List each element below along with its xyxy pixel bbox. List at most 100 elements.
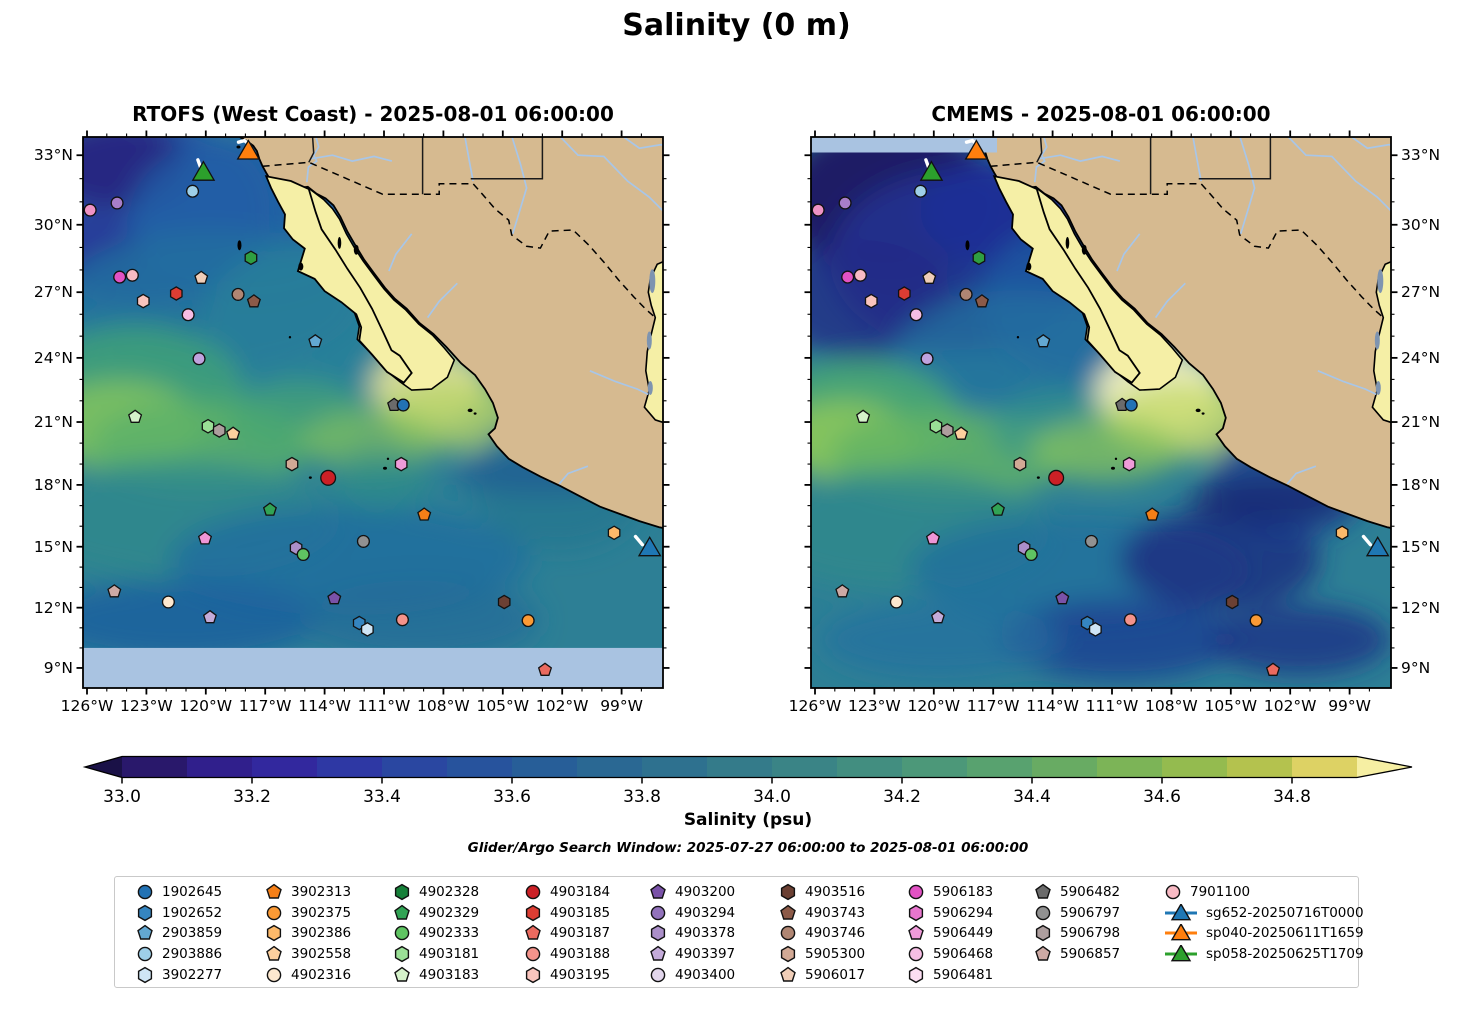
legend-label: 5906017 <box>805 966 866 983</box>
map-frame-rtofs <box>76 130 670 695</box>
argo-float-marker <box>128 409 143 423</box>
hexagon-marker-icon <box>266 925 282 942</box>
argo-float-marker <box>417 507 432 521</box>
argo-float-marker <box>185 184 200 198</box>
legend-label: 4903516 <box>805 884 866 900</box>
legend-item-float: 4903187 <box>524 924 610 942</box>
legend-label: 3902558 <box>291 946 352 963</box>
circle-marker-icon <box>1165 884 1181 900</box>
legend-item-float: 7901100 <box>1164 883 1250 901</box>
no-data-band-south <box>83 647 663 688</box>
argo-float-marker <box>922 270 937 284</box>
legend-item-float: 4903397 <box>649 945 735 963</box>
state-border <box>1036 137 1043 163</box>
legend-label: 5905300 <box>805 946 866 963</box>
colorbar-tick-label: 34.6 <box>1143 787 1181 807</box>
figure-title: Salinity (0 m) <box>622 8 851 43</box>
argo-float-marker <box>107 584 122 598</box>
argo-float-marker <box>1024 547 1038 562</box>
argo-float-marker <box>1225 594 1239 610</box>
panel-title-rtofs: RTOFS (West Coast) - 2025-08-01 06:00:00 <box>132 102 614 126</box>
colorbar-tick-label: 34.2 <box>883 787 921 807</box>
argo-float-marker <box>246 294 261 308</box>
river <box>589 370 649 396</box>
island <box>938 131 948 135</box>
glider-track <box>633 534 645 547</box>
circle-marker-icon <box>908 946 924 962</box>
river <box>1239 137 1256 235</box>
legend-label: 4903743 <box>805 904 866 921</box>
argo-float-marker <box>212 423 226 438</box>
argo-float-marker <box>925 531 941 545</box>
argo-float-marker <box>1048 469 1065 486</box>
legend-item-float: 5906482 <box>1034 883 1120 901</box>
argo-float-marker <box>197 531 213 545</box>
lat-tick-label: 27°N <box>33 283 73 302</box>
argo-float-marker <box>110 196 124 210</box>
legend-label: 4903397 <box>675 946 736 963</box>
argo-float-marker <box>169 286 183 301</box>
lon-tick-label: 102°W <box>1263 697 1317 715</box>
lat-tick-label: 12°N <box>33 598 73 617</box>
circle-marker-icon <box>137 946 153 962</box>
pentagon-marker-icon <box>780 904 796 920</box>
island <box>473 412 477 415</box>
argo-float-marker <box>1335 525 1349 541</box>
argo-float-marker <box>396 398 410 412</box>
argo-float-marker <box>192 352 206 366</box>
island <box>237 240 242 251</box>
lat-tick-label: 21°N <box>33 413 73 432</box>
pentagon-marker-icon <box>525 925 541 941</box>
island <box>308 476 312 479</box>
argo-float-marker <box>909 308 923 322</box>
map-panel-rtofs <box>83 130 663 688</box>
glider-track <box>1361 534 1373 547</box>
colorbar-tick-label: 33.0 <box>103 787 141 807</box>
glider-marker <box>191 160 216 181</box>
river <box>1287 137 1391 212</box>
argo-float-marker <box>856 409 871 423</box>
argo-float-marker <box>360 622 374 637</box>
lat-tick-label: 9°N <box>43 658 73 677</box>
legend-label: 4903294 <box>675 904 736 921</box>
legend-label: 5906468 <box>933 946 994 963</box>
colorbar-extend-low <box>85 756 122 778</box>
argo-float-marker <box>972 250 986 266</box>
argo-float-marker <box>835 584 850 598</box>
colorbar <box>82 755 1413 784</box>
island <box>1016 336 1020 339</box>
pentagon-marker-icon <box>137 925 153 941</box>
circle-marker-icon <box>780 926 796 941</box>
island <box>1201 412 1205 415</box>
hexagon-marker-icon <box>780 883 796 901</box>
argo-float-marker <box>1249 614 1263 628</box>
lon-tick-label: 108°W <box>1145 697 1198 715</box>
baja-california-peninsula <box>264 175 413 384</box>
argo-float-marker <box>320 469 337 486</box>
baja-california-peninsula <box>992 175 1141 384</box>
argo-float-marker <box>940 423 954 438</box>
legend-item-float: 5906857 <box>1034 945 1120 963</box>
island <box>1195 408 1201 413</box>
argo-float-marker <box>1084 534 1098 548</box>
legend-item-float: 4903184 <box>524 883 610 901</box>
legend-item-float: 4903200 <box>649 883 735 901</box>
circle-marker-icon <box>650 905 666 920</box>
lat-tick-label: 30°N <box>33 215 73 234</box>
legend-label: 4903185 <box>550 904 611 921</box>
argo-float-marker <box>262 502 277 516</box>
hexagon-marker-icon <box>394 945 410 963</box>
colorbar-tick-label: 33.8 <box>623 787 661 807</box>
legend-item-float: 4903188 <box>524 945 610 963</box>
lat-tick-label: 33°N <box>33 146 73 165</box>
circle-marker-icon <box>908 884 924 900</box>
legend-label: 5906797 <box>1060 904 1121 921</box>
argo-float-marker <box>841 270 855 284</box>
legend-label: 4903188 <box>550 946 611 963</box>
circle-marker-icon <box>266 967 282 983</box>
lon-tick-label: 111°W <box>357 697 411 715</box>
argo-float-marker <box>285 456 299 472</box>
circle-marker-icon <box>1035 905 1051 920</box>
island <box>203 130 211 133</box>
legend-item-float: 3902558 <box>265 945 351 963</box>
